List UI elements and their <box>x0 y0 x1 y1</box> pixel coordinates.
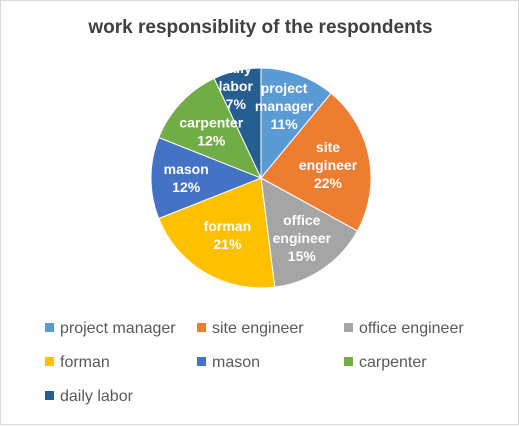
data-label-category: office <box>283 212 321 228</box>
data-label-project-manager: project manager 11% <box>255 80 314 132</box>
data-label-forman: forman 21% <box>204 218 251 252</box>
legend-swatch <box>45 391 54 400</box>
pie-slice-project-manager <box>260 67 332 180</box>
legend-item-site-engineer: site engineer <box>197 319 304 339</box>
legend-label: carpenter <box>359 354 427 371</box>
data-label-daily-labor: daily labor 7% <box>219 60 254 112</box>
legend-swatch <box>45 357 54 366</box>
legend-swatch <box>197 323 206 332</box>
data-label-value: 12% <box>172 179 201 195</box>
pie-slice-daily-labor <box>213 67 262 179</box>
data-label-category: forman <box>204 218 251 234</box>
legend-item-office-engineer: office engineer <box>344 319 464 339</box>
data-label-category: daily <box>220 60 252 76</box>
data-label-office-engineer: office engineer 15% <box>273 212 332 264</box>
legend-item-daily-labor: daily labor <box>45 387 133 407</box>
pie-slice-site-engineer <box>260 92 372 232</box>
legend-label: mason <box>212 354 261 371</box>
data-label-value: 12% <box>197 132 226 148</box>
data-label-category: labor <box>219 78 254 94</box>
data-label-value: 22% <box>314 175 343 191</box>
data-label-category: manager <box>255 98 314 114</box>
data-label-carpenter: carpenter 12% <box>179 114 243 148</box>
data-label-category: project <box>261 80 308 96</box>
data-label-value: 11% <box>270 116 298 132</box>
pie-slice-forman <box>158 177 276 289</box>
data-label-mason: mason 12% <box>164 161 209 195</box>
legend-label: office engineer <box>359 320 464 337</box>
data-label-value: 15% <box>288 248 317 264</box>
data-label-site-engineer: site engineer 22% <box>299 139 358 191</box>
legend-swatch <box>45 323 54 332</box>
pie-slice-mason <box>150 136 263 220</box>
legend-swatch <box>197 357 206 366</box>
data-label-value: 21% <box>213 236 242 252</box>
data-label-value: 7% <box>226 96 247 112</box>
legend-item-forman: forman <box>45 353 110 373</box>
pie-slice-carpenter <box>158 77 262 179</box>
data-label-category: engineer <box>273 230 332 246</box>
data-label-category: engineer <box>299 157 358 173</box>
legend-label: site engineer <box>212 320 304 337</box>
legend-label: project manager <box>60 320 176 337</box>
legend-swatch <box>344 357 353 366</box>
pie-slice-office-engineer <box>260 177 359 288</box>
legend-label: daily labor <box>60 388 133 405</box>
data-label-category: carpenter <box>179 114 243 130</box>
legend-label: forman <box>60 354 110 371</box>
data-label-category: mason <box>164 161 209 177</box>
legend-swatch <box>344 323 353 332</box>
legend-item-mason: mason <box>197 353 260 373</box>
data-label-category: site <box>316 139 340 155</box>
chart-title: work responsiblity of the respondents <box>88 17 433 38</box>
legend-item-project-manager: project manager <box>45 319 176 339</box>
legend-item-carpenter: carpenter <box>344 353 427 373</box>
